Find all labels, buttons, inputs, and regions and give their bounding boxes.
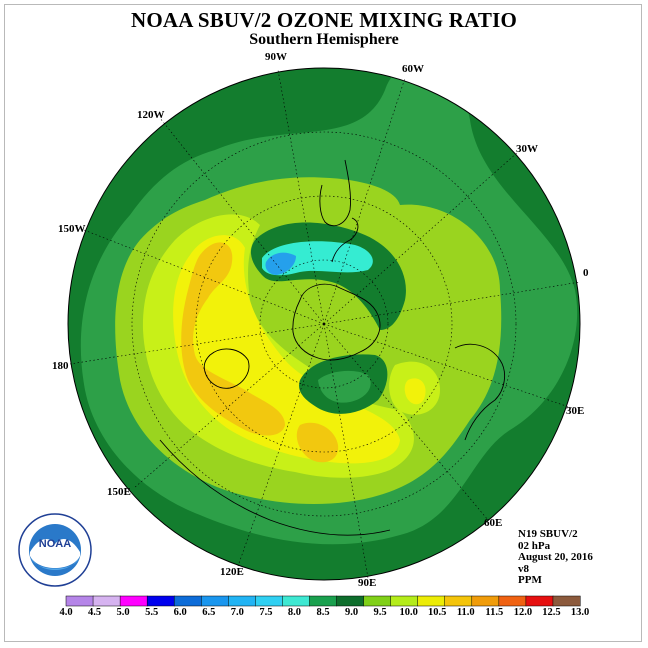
colorbar-tick-label: 11.0	[456, 607, 475, 618]
map-boundary	[67, 67, 581, 581]
colorbar-tick-label: 9.5	[373, 607, 387, 618]
colorbar-tick-label: 6.0	[173, 607, 187, 618]
lon-label-90e: 90E	[358, 577, 377, 589]
page-subtitle: Southern Hemisphere	[249, 31, 399, 48]
colorbar-swatch	[390, 595, 419, 607]
colorbar-tick-label: 5.0	[116, 607, 130, 618]
lon-label-120w: 120W	[137, 109, 165, 121]
colorbar-swatch	[146, 595, 175, 607]
coastlines	[159, 159, 506, 536]
australia-coast	[203, 348, 250, 389]
colorbar-tick-label: 13.0	[570, 607, 590, 618]
colorbar-tick-label: 7.5	[259, 607, 273, 618]
lon-label-60e: 60E	[484, 517, 503, 529]
colorbar-swatch	[417, 595, 446, 607]
colorbar-tick-label: 10.5	[428, 607, 447, 618]
logo-text: NOAA	[39, 538, 71, 550]
lon-label-90w: 90W	[265, 51, 287, 63]
instrument-label: N19 SBUV/2	[518, 528, 578, 540]
lon-label-120e: 120E	[220, 566, 244, 578]
colorbar-tick-label: 8.5	[316, 607, 330, 618]
colorbar-tick-label: 8.0	[287, 607, 301, 618]
gold-blob-south	[296, 422, 339, 463]
meridian-120e	[237, 323, 325, 567]
lon-label-150w: 150W	[58, 223, 86, 235]
meridian-150e	[133, 323, 325, 489]
colorbar-swatch	[282, 595, 311, 607]
lon-label-30e: 30E	[566, 405, 585, 417]
colorbar-swatch	[255, 595, 283, 607]
colorbar-swatch	[471, 595, 500, 607]
colorbar-tick-label: 12.0	[513, 607, 533, 618]
colorbar-swatch	[173, 595, 202, 607]
logo-wave-icon	[31, 558, 79, 570]
colorbar-swatch	[119, 595, 148, 607]
meridian-0	[323, 281, 581, 325]
lon-label-150e: 150E	[107, 486, 131, 498]
south-america-coast	[319, 159, 351, 227]
colorbar-swatch	[309, 595, 338, 607]
colorbar-tick-label: 11.5	[485, 607, 504, 618]
colorbar-swatch	[228, 595, 256, 607]
blue-low-ozone	[265, 252, 296, 275]
version-label: v8	[518, 562, 529, 575]
colorbar-swatch	[92, 595, 121, 607]
lon-label-180: 180	[52, 360, 69, 372]
antarctic-peninsula-coast	[331, 217, 359, 263]
latitude-circle-60	[195, 195, 453, 453]
latitude-circle-75	[259, 259, 389, 389]
meridian-90e	[323, 323, 369, 579]
lon-label-0: 0	[583, 267, 589, 279]
colorbar-tick-label: 12.5	[542, 607, 561, 618]
africa-coast	[454, 343, 506, 441]
colorbar-tick-label: 4.5	[87, 607, 102, 618]
colorbar-tick-label: 9.0	[344, 607, 359, 618]
meridian-60w	[323, 77, 406, 325]
colorbar-tick-label: 7.0	[230, 607, 244, 618]
colorbar-swatch	[201, 595, 229, 607]
meridian-150w	[83, 229, 325, 325]
colorbar-swatch	[363, 595, 392, 607]
colorbar-tick-label: 4.0	[59, 607, 73, 618]
southern-landmass-coast	[159, 439, 391, 536]
lon-label-30w: 30W	[516, 143, 538, 155]
noaa-logo: NOAA	[18, 513, 92, 587]
colorbar-swatch	[498, 595, 527, 607]
data-info-block: N19 SBUV/2 02 hPa August 20, 2016 v8 PPM	[518, 528, 593, 587]
date-label: August 20, 2016	[518, 551, 593, 563]
gold-blob-west	[181, 242, 285, 436]
page-title: NOAA SBUV/2 OZONE MIXING RATIO	[131, 8, 517, 32]
meridian-30w	[323, 151, 519, 325]
meridian-90w	[277, 69, 325, 325]
units-label: PPM	[518, 574, 542, 586]
page-frame	[4, 4, 642, 642]
latitude-circle-45	[131, 131, 517, 517]
graticule	[69, 69, 581, 579]
logo-bird-icon	[30, 538, 80, 568]
colorbar-swatches	[65, 595, 581, 607]
meridian-60e	[323, 323, 489, 521]
colorbar-tick-label: 10.0	[399, 607, 418, 618]
colorbar-tick-label: 6.5	[202, 607, 216, 618]
yellow-east-patch	[350, 422, 395, 450]
meridian-180	[69, 323, 325, 365]
colorbar-swatch	[65, 595, 94, 607]
colorbar-swatch	[336, 595, 365, 607]
colorbar-swatch	[444, 595, 473, 607]
yellow-east-small	[404, 378, 426, 405]
pressure-level-label: 02 hPa	[518, 539, 551, 552]
colorbar-swatch	[525, 595, 554, 607]
colorbar-tick-label: 5.5	[145, 607, 159, 618]
lon-label-60w: 60W	[402, 63, 424, 75]
antarctica-coast	[292, 283, 381, 361]
colorbar-swatch	[552, 595, 581, 607]
